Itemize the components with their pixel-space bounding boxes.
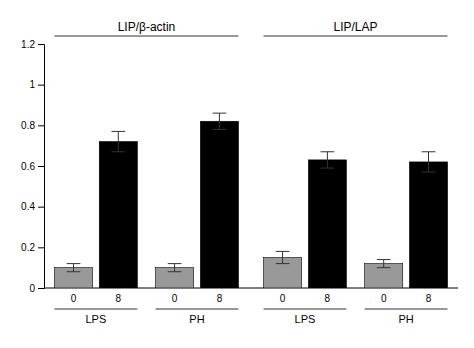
error-cap (422, 172, 436, 173)
y-tick-label: 1.2 (21, 39, 35, 50)
error-cap (67, 271, 81, 272)
section-label: LIP/LAP (334, 20, 378, 34)
error-bar (168, 264, 182, 272)
y-tick-label: 0.4 (21, 201, 35, 212)
y-axis-line (38, 45, 45, 289)
error-cap (213, 129, 227, 130)
y-tick-label: 1 (29, 79, 35, 90)
x-tick-label: 8 (426, 293, 432, 304)
y-tick-label: 0.8 (21, 120, 35, 131)
error-cap (67, 263, 81, 264)
y-axis: 0 0.2 0.4 0.6 0.8 1 1.2 (21, 39, 44, 294)
x-tick-label: 0 (280, 293, 286, 304)
x-tick-label: 8 (325, 293, 331, 304)
y-tick-mark (38, 207, 44, 208)
error-cap (422, 151, 436, 152)
error-stem (383, 260, 384, 268)
plot-area (54, 113, 447, 288)
error-stem (174, 264, 175, 272)
error-cap (377, 267, 391, 268)
error-stem (327, 152, 328, 168)
error-cap (276, 263, 290, 264)
error-stem (118, 131, 119, 151)
error-stem (428, 152, 429, 172)
section-bracket (264, 36, 448, 37)
error-bar (422, 152, 436, 172)
y-tick-label: 0.6 (21, 161, 35, 172)
group-bracket (54, 309, 137, 310)
error-stem (219, 113, 220, 129)
error-stem (73, 264, 74, 272)
x-tick-label: 0 (381, 293, 387, 304)
error-bar (276, 251, 290, 263)
bar (308, 160, 346, 288)
error-cap (321, 151, 335, 152)
y-tick-mark (38, 247, 44, 248)
y-tick-mark (38, 166, 44, 167)
y-tick: 1 (29, 79, 44, 90)
group-label: PH (189, 313, 204, 325)
group-label: PH (398, 313, 413, 325)
error-cap (168, 263, 182, 264)
y-tick-mark (38, 125, 44, 126)
bar (409, 162, 447, 288)
group-bracket (365, 309, 448, 310)
x-tick-label: 8 (217, 293, 223, 304)
error-bar (321, 152, 335, 168)
error-bar (213, 113, 227, 129)
error-cap (213, 113, 227, 114)
section-bracket (54, 36, 238, 37)
error-bar (67, 264, 81, 272)
y-tick: 0.8 (21, 120, 44, 131)
x-tick-label: 8 (116, 293, 122, 304)
group-label: LPS (86, 313, 107, 325)
section-label: LIP/β-actin (118, 20, 176, 34)
y-tick-label: 0.2 (21, 242, 35, 253)
error-cap (377, 259, 391, 260)
y-tick: 0.4 (21, 201, 44, 212)
error-bar (111, 131, 125, 151)
error-cap (276, 251, 290, 252)
y-tick-mark (38, 44, 44, 45)
x-tick-label: 0 (71, 293, 77, 304)
error-cap (168, 271, 182, 272)
bar (99, 142, 137, 288)
group-label: LPS (295, 313, 316, 325)
y-tick: 0.2 (21, 242, 44, 253)
y-tick-mark (38, 288, 44, 289)
group-bracket (264, 309, 347, 310)
error-cap (111, 151, 125, 152)
y-tick: 0 (29, 283, 44, 294)
chart: 0 0.2 0.4 0.6 0.8 1 1.2 0 8 0 8 0 8 0 8 LPS PH LPS PH LIP/β… (0, 0, 474, 348)
y-tick-label: 0 (29, 283, 35, 294)
x-tick-label: 0 (172, 293, 178, 304)
bar (200, 121, 238, 288)
error-cap (321, 168, 335, 169)
group-bracket (156, 309, 239, 310)
y-tick: 1.2 (21, 39, 44, 50)
error-cap (111, 131, 125, 132)
y-tick-mark (38, 85, 44, 86)
bar (365, 264, 403, 288)
y-tick: 0.6 (21, 161, 44, 172)
error-bar (377, 260, 391, 268)
error-stem (282, 251, 283, 263)
